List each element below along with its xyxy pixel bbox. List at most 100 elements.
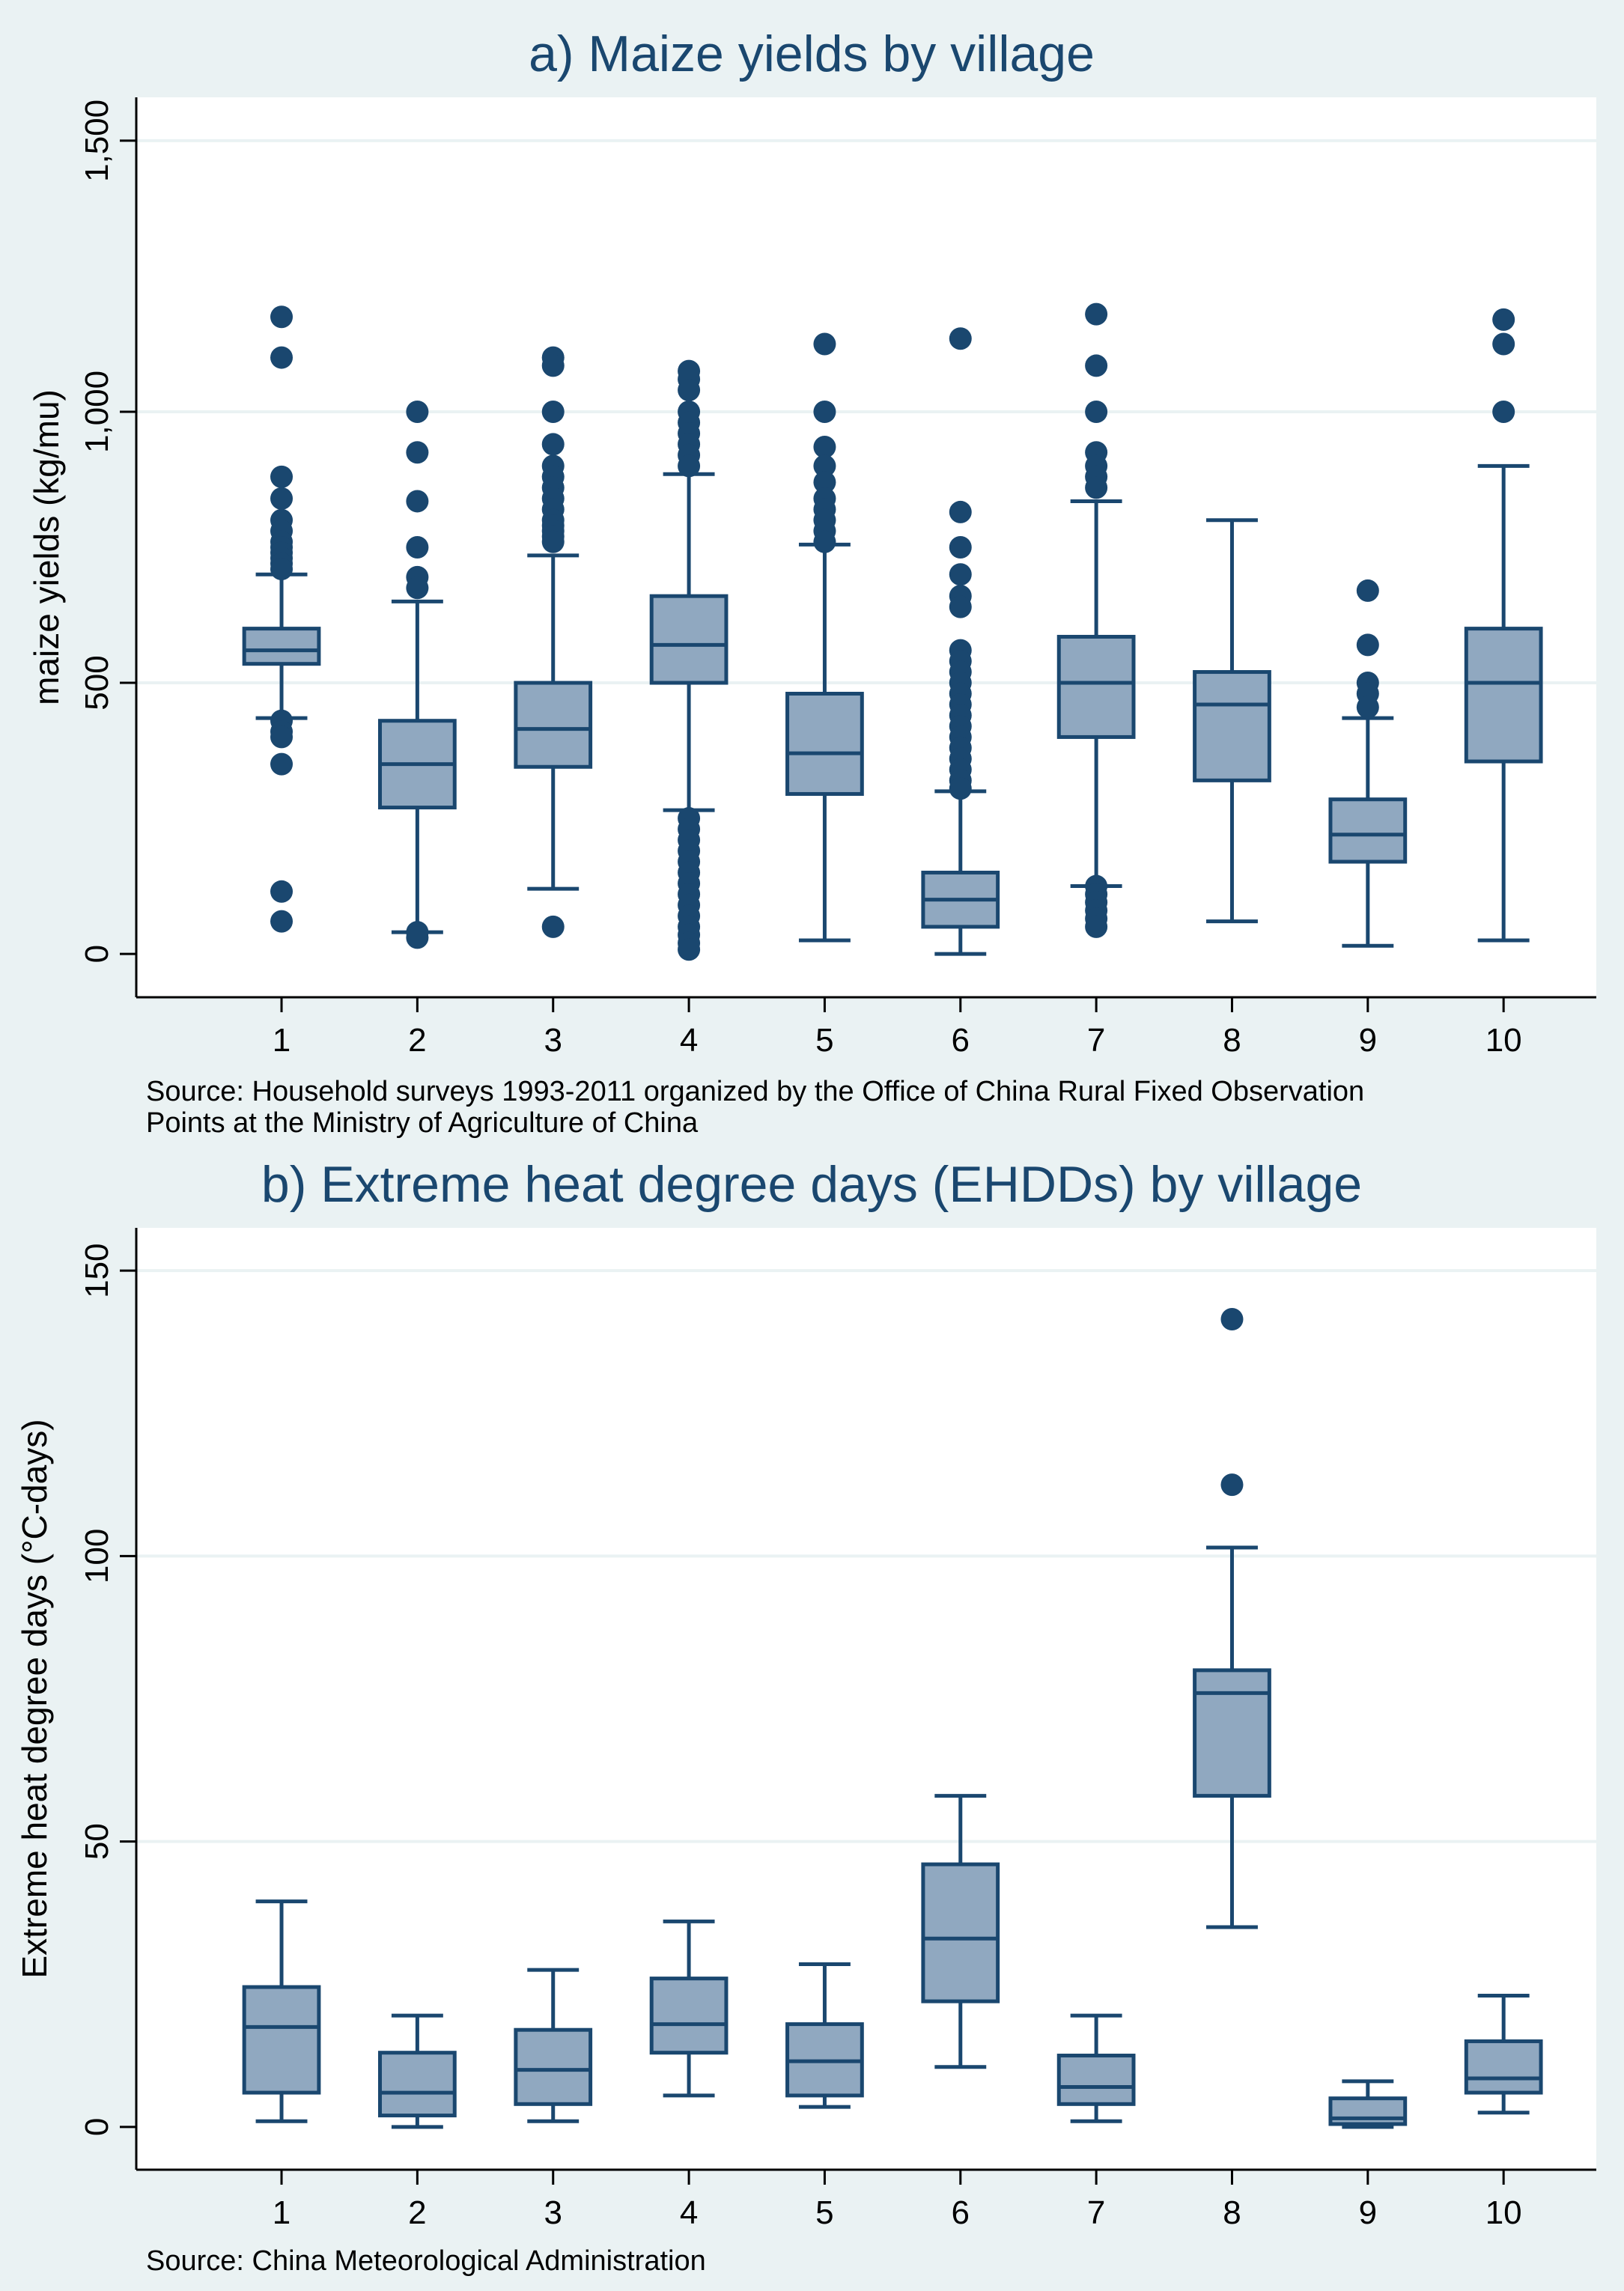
x-tick-label: 4 <box>680 2194 698 2231</box>
box-village-2 <box>378 2013 457 2129</box>
y-tick-label: 500 <box>79 655 115 710</box>
box-village-8 <box>1193 518 1271 924</box>
outlier-point <box>406 490 429 513</box>
x-tick-label: 7 <box>1087 1022 1105 1059</box>
outlier-point <box>813 471 836 494</box>
panel-a-y-ticks: 0 500 1,000 1,500 <box>79 100 136 963</box>
box-village-4 <box>649 1919 729 2098</box>
outlier-point <box>270 725 294 749</box>
x-tick-label: 1 <box>273 1022 291 1059</box>
box-iqr <box>242 627 321 666</box>
outlier-point <box>406 536 429 559</box>
x-tick-label: 10 <box>1485 1022 1522 1059</box>
outlier-point <box>949 500 972 523</box>
outlier-point <box>1085 400 1108 423</box>
panel-a-x-ticks: 1 2 3 4 5 6 7 8 9 10 <box>273 997 1522 1059</box>
box-iqr <box>785 692 864 796</box>
panel-a: a) Maize yields by village 0 500 1,000 1,50… <box>27 25 1596 1139</box>
outlier-point <box>678 938 701 961</box>
outlier-point <box>270 465 294 488</box>
box-village-1 <box>242 1899 321 2123</box>
outlier-point <box>541 915 565 938</box>
outlier-point <box>406 576 429 600</box>
box-village-6 <box>921 327 1000 956</box>
panel-a-y-axis-label: maize yields (kg/mu) <box>27 389 66 705</box>
outlier-point <box>1492 400 1515 423</box>
box-village-4 <box>649 359 729 961</box>
panel-b-plot-area <box>136 1228 1596 2170</box>
x-tick-label: 9 <box>1359 1022 1377 1059</box>
y-tick-label: 0 <box>79 2118 115 2136</box>
x-tick-label: 3 <box>544 2194 562 2231</box>
outlier-point <box>1356 696 1379 719</box>
panel-a-gridlines <box>136 139 1596 685</box>
outlier-point <box>949 536 972 559</box>
x-tick-label: 5 <box>815 2194 833 2231</box>
box-village-1 <box>242 305 321 933</box>
outlier-point <box>1085 915 1108 938</box>
box-iqr <box>514 2027 593 2106</box>
box-iqr <box>921 1862 1000 2004</box>
outlier-point <box>813 454 836 478</box>
x-tick-label: 6 <box>952 1022 970 1059</box>
outlier-point <box>270 880 294 903</box>
box-iqr <box>514 681 593 769</box>
panel-b-boxes <box>242 1307 1543 2129</box>
outlier-point <box>813 530 836 553</box>
outlier-point <box>270 346 294 369</box>
box-iqr <box>378 2051 457 2118</box>
box-village-7 <box>1056 302 1136 938</box>
outlier-point <box>406 441 429 464</box>
outlier-point <box>406 400 429 423</box>
box-village-10 <box>1464 308 1543 943</box>
box-iqr <box>1056 2054 1136 2106</box>
x-tick-label: 9 <box>1359 2194 1377 2231</box>
outlier-point <box>541 400 565 423</box>
y-tick-label: 50 <box>79 1823 115 1860</box>
x-tick-label: 10 <box>1485 2194 1522 2231</box>
box-village-2 <box>378 400 457 949</box>
box-village-7 <box>1056 2013 1136 2123</box>
panel-b-x-ticks: 1 2 3 4 5 6 7 8 9 10 <box>273 2170 1522 2231</box>
box-village-10 <box>1464 1993 1543 2115</box>
x-tick-label: 2 <box>408 2194 426 2231</box>
outlier-point <box>1085 302 1108 326</box>
outlier-point <box>949 595 972 618</box>
outlier-point <box>270 910 294 933</box>
panel-a-source-line-2: Points at the Ministry of Agriculture of… <box>146 1107 699 1139</box>
outlier-point <box>1085 354 1108 377</box>
x-tick-label: 2 <box>408 1022 426 1059</box>
outlier-point <box>541 354 565 377</box>
outlier-point <box>270 557 294 580</box>
x-tick-label: 1 <box>273 2194 291 2231</box>
outlier-point <box>541 433 565 456</box>
box-iqr <box>1328 797 1408 864</box>
x-tick-label: 7 <box>1087 2194 1105 2231</box>
box-village-6 <box>921 1794 1000 2069</box>
outlier-point <box>1085 476 1108 499</box>
panel-b-y-ticks: 0 50 100 150 <box>79 1243 136 2136</box>
outlier-point <box>541 530 565 553</box>
box-village-8 <box>1193 1307 1271 1929</box>
outlier-point <box>1220 1307 1244 1330</box>
y-tick-label: 100 <box>79 1529 115 1583</box>
box-iqr <box>1464 2039 1543 2095</box>
panel-b-source-line-1: Source: China Meteorological Administrat… <box>146 2245 706 2277</box>
outlier-point <box>949 777 972 800</box>
y-tick-label: 150 <box>79 1243 115 1297</box>
box-village-9 <box>1328 579 1408 948</box>
panel-a-boxes <box>242 302 1543 961</box>
panel-a-title: a) Maize yields by village <box>529 25 1095 82</box>
outlier-point <box>406 926 429 949</box>
outlier-point <box>949 563 972 586</box>
x-tick-label: 8 <box>1223 2194 1241 2231</box>
panel-b-title: b) Extreme heat degree days (EHDDs) by v… <box>261 1156 1362 1213</box>
x-tick-label: 6 <box>952 2194 970 2231</box>
y-tick-label: 0 <box>79 945 115 963</box>
x-tick-label: 5 <box>815 1022 833 1059</box>
box-iqr <box>1193 1668 1271 1798</box>
x-tick-label: 8 <box>1223 1022 1241 1059</box>
outlier-point <box>270 752 294 776</box>
x-tick-label: 3 <box>544 1022 562 1059</box>
